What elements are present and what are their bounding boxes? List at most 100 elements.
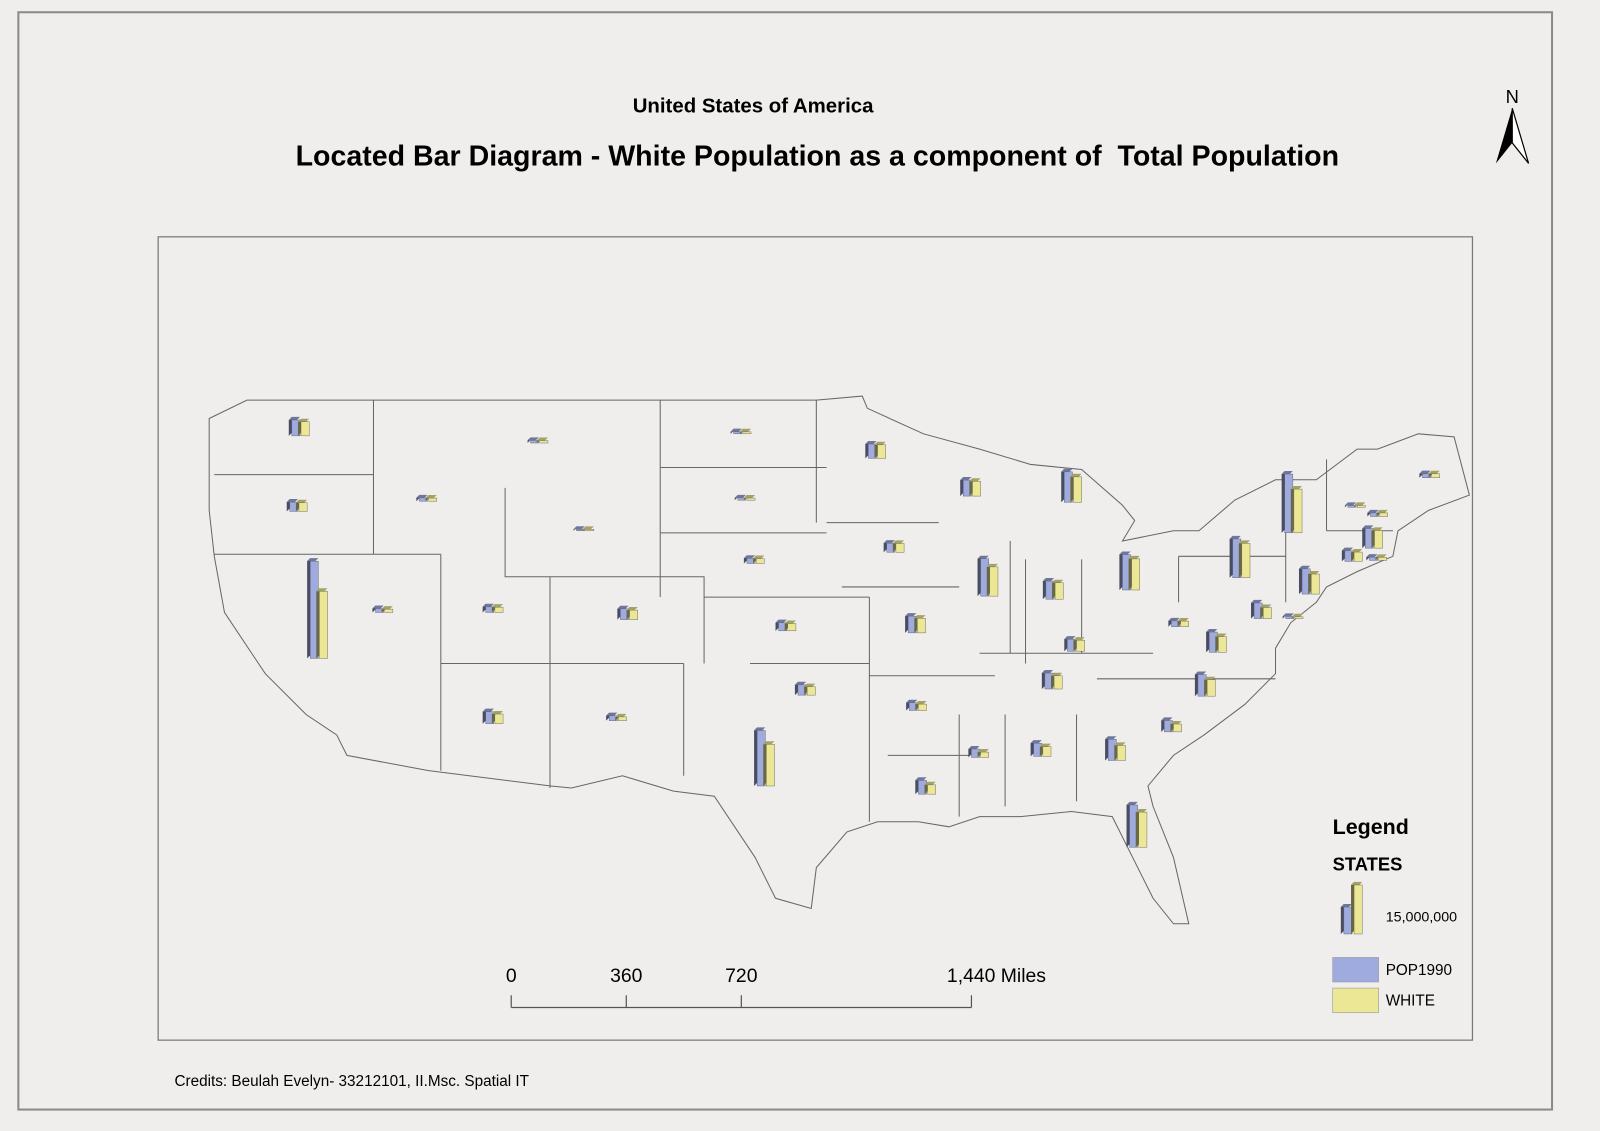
- bar-top: [794, 681, 807, 685]
- bar-top: [1281, 471, 1293, 475]
- bar-top: [288, 416, 300, 420]
- bar: [1173, 723, 1182, 733]
- bar-side: [316, 588, 320, 659]
- bar-top: [1419, 470, 1431, 474]
- bar: [1285, 616, 1295, 619]
- map-title: Located Bar Diagram - White Population a…: [296, 140, 1339, 172]
- bar-side: [763, 741, 767, 786]
- bar-top: [297, 418, 310, 422]
- bar-side: [905, 613, 909, 633]
- bar-top: [286, 499, 298, 503]
- bar-top: [1351, 549, 1363, 553]
- bar-top: [1039, 743, 1052, 747]
- bar: [755, 558, 765, 564]
- bar-top: [905, 613, 917, 617]
- bar-top: [1064, 636, 1076, 640]
- bar: [917, 617, 926, 634]
- bar: [1374, 530, 1383, 549]
- bar-top: [969, 478, 981, 482]
- bar-top: [1340, 903, 1353, 908]
- bar-top: [986, 563, 998, 567]
- bar-side: [1161, 717, 1165, 732]
- bar-top: [1073, 637, 1085, 641]
- bar-side: [754, 727, 758, 786]
- bar: [375, 608, 384, 613]
- scale-bar-label: 720: [725, 965, 758, 987]
- bar: [319, 591, 328, 659]
- bar-side: [491, 710, 495, 724]
- bar-side: [1039, 743, 1043, 757]
- bar-top: [743, 555, 756, 559]
- bar: [1042, 746, 1052, 757]
- bar: [419, 497, 428, 502]
- bar-side: [1030, 740, 1034, 757]
- bar-top: [915, 777, 927, 781]
- bar-side: [1064, 636, 1068, 652]
- bar-top: [1362, 525, 1374, 529]
- bar-top: [1260, 604, 1272, 608]
- bar-top: [1428, 470, 1440, 474]
- bar-top: [977, 555, 989, 559]
- bar-top: [1052, 579, 1064, 583]
- bar-top: [1206, 628, 1218, 633]
- bar-top: [582, 526, 594, 530]
- legend-swatch: [1332, 987, 1379, 1013]
- state-borders: [214, 400, 1393, 822]
- bar: [918, 703, 927, 711]
- us-states: [208, 395, 1470, 925]
- bar: [787, 623, 797, 632]
- bar-top: [1041, 670, 1054, 674]
- bar-top: [1215, 633, 1227, 637]
- bar-side: [1251, 599, 1255, 619]
- bar-top: [960, 477, 972, 481]
- bar-top: [295, 499, 308, 503]
- bar-top: [804, 683, 816, 687]
- bar-side: [1070, 473, 1074, 503]
- bar: [1053, 675, 1063, 690]
- bar-top: [924, 781, 936, 785]
- bar-top: [1308, 570, 1320, 575]
- bar: [1431, 473, 1440, 478]
- bar: [980, 751, 989, 758]
- bar: [989, 566, 999, 597]
- bar-top: [536, 437, 548, 441]
- bar-side: [1351, 549, 1355, 562]
- bar-top: [482, 708, 494, 712]
- bar-top: [1298, 565, 1311, 569]
- bar-top: [784, 620, 796, 624]
- bar-side: [1126, 801, 1130, 848]
- bar-top: [606, 712, 618, 716]
- bar-side: [1351, 881, 1355, 934]
- bar: [576, 529, 585, 531]
- bar: [1347, 505, 1357, 508]
- bar-top: [977, 749, 989, 753]
- bar-top: [1229, 535, 1241, 539]
- bar-top: [1351, 881, 1363, 885]
- bar-side: [1341, 547, 1345, 562]
- bar: [895, 543, 905, 553]
- bar-top: [1070, 473, 1082, 477]
- bar-side: [307, 558, 311, 659]
- bar-top: [1128, 555, 1140, 559]
- bar-top: [1341, 547, 1354, 551]
- bar-top: [1051, 672, 1063, 676]
- bar-top: [915, 701, 927, 705]
- bar-side: [1290, 486, 1294, 533]
- bar-side: [924, 781, 928, 795]
- bar-top: [626, 607, 638, 611]
- bar-top: [1135, 809, 1147, 813]
- bar: [1294, 616, 1304, 619]
- bar-top: [775, 619, 787, 623]
- bar: [737, 497, 747, 501]
- bar: [1263, 607, 1272, 619]
- bar-top: [914, 615, 926, 619]
- bar: [585, 529, 595, 531]
- bar: [746, 497, 756, 501]
- bar: [1218, 636, 1227, 653]
- bar-top: [1367, 509, 1379, 513]
- bar-top: [1119, 551, 1131, 555]
- bar-side: [1128, 555, 1132, 590]
- bar-top: [1194, 671, 1207, 675]
- bar: [384, 608, 394, 613]
